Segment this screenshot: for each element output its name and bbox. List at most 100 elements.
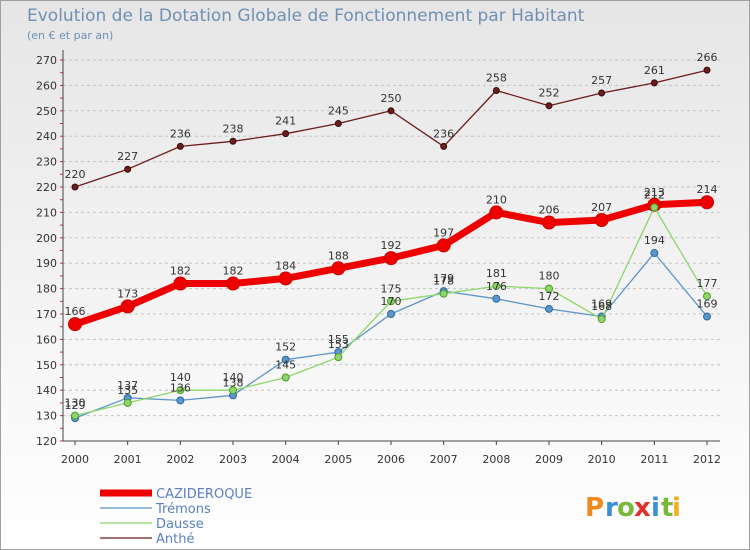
legend-label-anthe: Anthé [156,532,194,547]
x-tick-label: 2004 [272,453,300,466]
data-point-cazideroque-2008 [489,205,504,220]
data-point-anthe-2003 [229,137,237,145]
series-layer [68,66,714,423]
chart-subtitle: (en € et par an) [27,29,113,42]
data-point-cazideroque-2007 [436,238,451,253]
data-point-tremons-2009 [545,304,553,313]
data-label-tremons: 172 [539,290,560,303]
data-label-dausse: 153 [328,338,349,351]
y-tick-label: 230 [36,156,57,169]
x-tick-label: 2008 [482,453,510,466]
x-tick-label: 2006 [377,453,405,466]
y-tick-label: 150 [36,359,57,372]
data-label-cazideroque: 184 [275,259,296,272]
data-label-cazideroque: 166 [65,305,86,318]
data-point-dausse-2005 [334,353,343,362]
data-point-dausse-2004 [281,373,290,382]
x-tick-label: 2001 [114,453,142,466]
data-label-anthe: 252 [539,87,560,100]
data-point-cazideroque-2001 [120,299,135,314]
data-label-cazideroque: 182 [223,265,244,278]
data-point-anthe-2005 [334,120,342,127]
data-point-anthe-2008 [492,86,500,94]
y-tick-label: 210 [36,206,57,219]
y-tick-label: 180 [36,283,57,296]
data-point-dausse-2006 [387,297,395,306]
data-label-tremons: 194 [644,234,665,247]
data-point-cazideroque-2000 [68,317,82,332]
data-point-cazideroque-2005 [331,261,346,276]
data-label-cazideroque: 188 [328,249,349,262]
legend-label-cazideroque: CAZIDEROQUE [156,487,252,502]
data-label-cazideroque: 214 [697,183,718,196]
data-point-dausse-2010 [597,315,606,324]
data-label-dausse: 140 [223,371,244,384]
data-point-cazideroque-2004 [278,271,293,286]
legend-label-dausse: Dausse [156,517,204,532]
legend-label-tremons: Trémons [155,502,211,517]
data-label-tremons: 136 [170,381,191,394]
data-label-cazideroque: 206 [539,204,560,217]
data-label-dausse: 212 [644,188,665,201]
y-tick-label: 120 [36,435,57,448]
data-label-anthe: 261 [644,64,665,77]
data-point-anthe-2009 [545,102,553,110]
grid-layer [63,59,720,442]
logo-letter: o [617,493,635,523]
y-tick-label: 220 [36,181,57,194]
data-label-anthe: 258 [486,71,507,84]
data-label-anthe: 227 [117,150,138,163]
y-tick-label: 200 [36,232,57,245]
y-tick-label: 130 [36,410,57,423]
data-label-tremons: 152 [275,341,296,354]
data-point-dausse-2007 [439,289,448,298]
logo-letter: i [672,493,681,523]
logo-letter: P [585,493,604,523]
y-tick-label: 160 [36,333,57,346]
x-tick-label: 2005 [324,453,352,466]
data-point-dausse-2008 [492,282,501,291]
label-layer: 220 227 236 238 241 245 250 236 258 252 257 261 266 1… [65,51,718,412]
data-label-dausse: 168 [591,300,612,313]
data-point-anthe-2011 [650,79,658,87]
data-label-anthe: 236 [170,127,191,140]
data-point-cazideroque-2003 [226,276,240,291]
data-label-dausse: 178 [433,275,454,288]
logo-letter: i [651,493,660,523]
data-point-tremons-2002 [176,396,185,405]
x-tick-label: 2011 [640,453,668,466]
data-label-anthe: 220 [65,168,86,181]
chart-title: Evolution de la Dotation Globale de Fonc… [27,6,585,26]
data-label-anthe: 241 [275,115,296,128]
data-label-cazideroque: 210 [486,193,507,206]
data-point-anthe-2006 [387,107,395,115]
data-point-anthe-2004 [282,130,290,138]
data-point-anthe-2012 [703,66,711,74]
data-label-cazideroque: 173 [117,287,138,300]
y-tick-label: 170 [36,308,57,321]
data-point-dausse-2001 [123,398,132,407]
data-label-dausse: 135 [117,384,138,397]
data-label-cazideroque: 197 [433,226,454,239]
data-point-cazideroque-2010 [594,213,609,228]
y-tick-label: 260 [36,79,57,92]
y-tick-label: 190 [36,257,57,270]
data-label-dausse: 130 [65,397,86,410]
data-label-dausse: 145 [275,359,296,372]
logo-letter: t [661,493,673,523]
data-point-dausse-2009 [545,284,553,293]
data-label-dausse: 177 [697,277,718,290]
data-label-anthe: 257 [591,74,612,87]
data-point-cazideroque-2002 [173,276,188,291]
data-label-anthe: 238 [223,122,244,135]
data-label-dausse: 181 [486,267,507,280]
data-point-tremons-2008 [492,294,501,303]
axis-layer: 120 130 140 150 160 170 180 190 200 210 220 230 240 2… [36,50,721,466]
x-tick-label: 2009 [535,453,563,466]
data-point-anthe-2010 [598,89,606,97]
data-point-cazideroque-2012 [700,195,714,210]
data-label-tremons: 176 [486,280,507,293]
